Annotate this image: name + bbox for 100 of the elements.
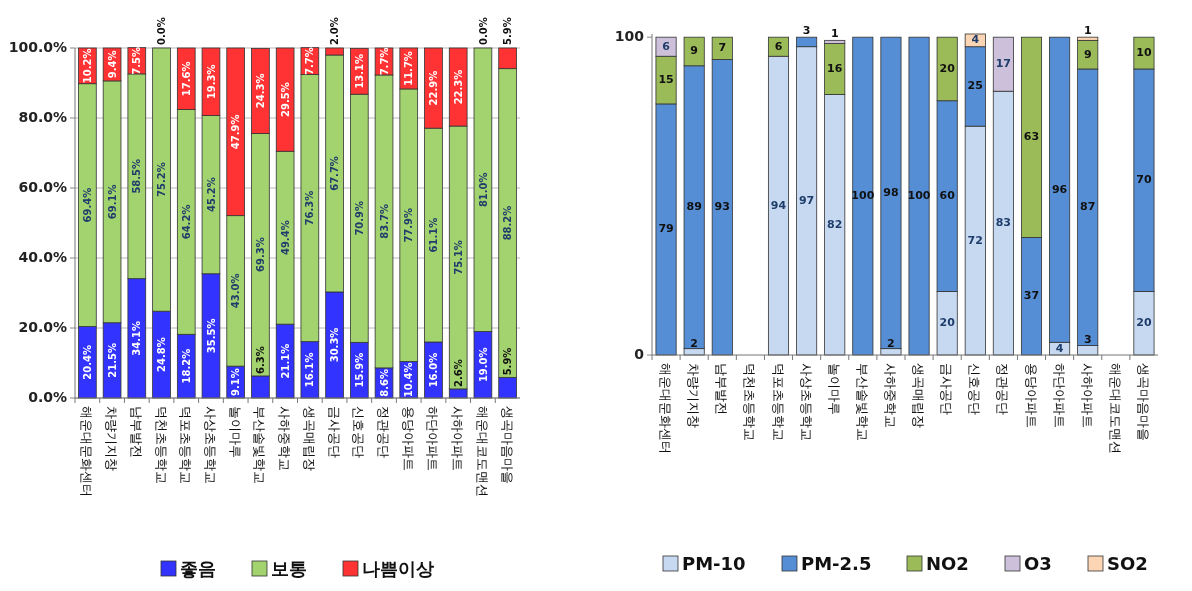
- data-label: 15.9%: [353, 352, 365, 388]
- x-tick-label: 정관공단: [376, 406, 392, 458]
- data-label: 20: [939, 316, 956, 330]
- data-label: 9.4%: [106, 50, 118, 79]
- x-tick-label: 해운대코도맨션: [474, 406, 490, 497]
- data-label: 18.2%: [180, 348, 192, 384]
- x-tick-label: 생곡매립장: [301, 406, 317, 471]
- bar: [852, 36, 874, 356]
- x-tick-label: 해운대코도맨션: [1107, 363, 1123, 454]
- x-tick-label: 덕포초등학교: [770, 363, 786, 441]
- data-label: 16: [827, 61, 843, 75]
- y-tick-label: 60.0%: [18, 179, 67, 195]
- x-tick-label: 생곡마음마을: [499, 406, 515, 484]
- data-label: 69.3%: [255, 237, 267, 273]
- data-label: 89: [686, 200, 702, 214]
- data-label: 10: [1136, 46, 1152, 60]
- data-label: 17.6%: [180, 61, 192, 97]
- data-label: 22.9%: [428, 70, 440, 106]
- data-label: 76.3%: [304, 190, 316, 226]
- data-label: 70.9%: [353, 200, 365, 236]
- bar: [880, 36, 902, 350]
- legend-label: PM-2.5: [801, 553, 872, 574]
- x-tick-label: 부산솔빛학교: [252, 406, 268, 484]
- data-label: 64.2%: [180, 204, 192, 240]
- legend-label: 좋음: [180, 558, 216, 579]
- data-label: 2.6%: [452, 359, 464, 387]
- data-label: 69.1%: [106, 184, 118, 220]
- x-tick-label: 신호공단: [351, 406, 367, 458]
- data-label: 43.0%: [230, 273, 242, 309]
- data-label: 15: [658, 73, 674, 87]
- legend-label: O3: [1024, 553, 1052, 574]
- x-tick-label: 남부발전: [128, 406, 144, 458]
- data-label: 100: [851, 189, 875, 203]
- data-label: 70: [1136, 173, 1152, 187]
- data-label: 9: [1083, 47, 1092, 61]
- data-label: 87: [1080, 200, 1096, 214]
- data-label: 72: [967, 233, 983, 247]
- data-label: 20: [939, 61, 956, 75]
- x-tick-label: 덕포초등학교: [178, 406, 194, 484]
- data-label: 1: [830, 27, 839, 41]
- y-tick-label: 80.0%: [18, 109, 67, 125]
- x-tick-label: 부산솔빛학교: [854, 363, 870, 441]
- x-tick-label: 정관공단: [995, 363, 1011, 415]
- x-tick-label: 덕천초등학교: [153, 406, 169, 484]
- x-tick-label: 사상초등학교: [798, 363, 814, 441]
- x-tick-label: 해운대문화센터: [658, 363, 674, 454]
- data-label: 25: [967, 79, 983, 93]
- x-tick-label: 놀이마루: [826, 363, 842, 415]
- data-label: 98: [883, 185, 899, 199]
- x-tick-label: 놀이마루: [227, 406, 243, 458]
- x-tick-label: 차량기지창: [686, 363, 702, 428]
- data-label: 3: [802, 24, 811, 38]
- x-tick-label: 해운대문화센터: [79, 406, 95, 497]
- data-label: 94: [770, 198, 787, 212]
- x-tick-label: 금사공단: [939, 363, 955, 415]
- data-label: 93: [714, 200, 730, 214]
- data-label: 45.2%: [205, 177, 217, 212]
- data-label: 4: [1055, 341, 1064, 355]
- legend-label: NO2: [926, 553, 969, 574]
- data-label: 83: [995, 216, 1012, 230]
- data-label: 8.6%: [378, 369, 390, 397]
- data-label: 88.2%: [502, 205, 514, 241]
- data-label: 81.0%: [477, 172, 489, 208]
- x-tick-label: 생곡마음마을: [1135, 363, 1151, 441]
- data-label: 22.3%: [452, 69, 464, 105]
- x-tick-label: 용당아파트: [1023, 363, 1039, 428]
- data-label: 9.1%: [230, 368, 242, 396]
- data-label: 20.4%: [81, 344, 93, 380]
- data-label: 97: [798, 193, 815, 207]
- data-label: 67.7%: [329, 156, 341, 191]
- data-label: 21.1%: [279, 343, 291, 379]
- data-label: 29.5%: [279, 82, 291, 117]
- data-label: 5.9%: [502, 17, 514, 45]
- x-tick-label: 사상초등학교: [202, 406, 218, 484]
- data-label: 49.4%: [279, 220, 291, 256]
- data-label: 6.3%: [255, 346, 267, 374]
- x-tick-label: 사하중학교: [277, 406, 293, 471]
- data-label: 35.5%: [205, 318, 217, 354]
- data-label: 60: [939, 189, 956, 203]
- data-label: 6: [662, 39, 671, 53]
- data-label: 2: [887, 336, 895, 350]
- data-label: 21.5%: [106, 343, 118, 378]
- data-label: 19.3%: [205, 64, 217, 100]
- data-label: 77.9%: [403, 207, 415, 243]
- data-label: 7.7%: [304, 47, 316, 75]
- data-label: 75.1%: [452, 240, 464, 275]
- data-label: 1: [1083, 24, 1092, 38]
- data-label: 10.2%: [81, 48, 93, 84]
- data-label: 5.9%: [502, 347, 514, 376]
- data-label: 2: [690, 336, 698, 350]
- data-label: 20: [1136, 316, 1152, 330]
- x-tick-label: 사하아파트: [1079, 363, 1095, 428]
- data-label: 16.1%: [304, 352, 316, 388]
- data-label: 7: [718, 41, 727, 55]
- data-label: 58.5%: [131, 158, 143, 194]
- data-label: 2.0%: [329, 17, 341, 45]
- data-label: 75.2%: [156, 162, 168, 197]
- bar: [908, 36, 930, 356]
- data-label: 11.7%: [403, 51, 415, 86]
- y-tick-label: 0.0%: [28, 389, 67, 405]
